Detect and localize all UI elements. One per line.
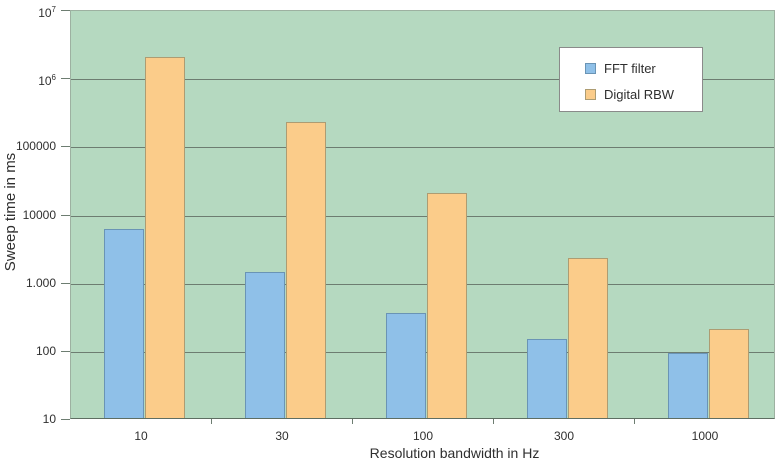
x-tick-label: 30 bbox=[275, 429, 289, 443]
y-tick-label: 100000 bbox=[15, 139, 56, 153]
legend-swatch-digital-rbw bbox=[585, 88, 596, 100]
y-tick-mark bbox=[61, 419, 70, 420]
y-gridline bbox=[71, 79, 774, 80]
y-gridline bbox=[71, 147, 774, 148]
exponent: 7 bbox=[51, 5, 56, 14]
y-tick-mark bbox=[61, 10, 70, 11]
y-tick-mark bbox=[61, 146, 70, 147]
y-tick-label: 10000 bbox=[22, 208, 56, 222]
y-tick-mark bbox=[61, 78, 70, 79]
legend-label: Digital RBW bbox=[604, 86, 675, 102]
legend-item: FFT filter bbox=[560, 55, 702, 81]
bar-fft-filter bbox=[668, 353, 708, 418]
bar-digital-rbw bbox=[568, 258, 608, 418]
x-axis-tick bbox=[211, 419, 212, 424]
y-tick-mark bbox=[61, 283, 70, 284]
bar-fft-filter bbox=[527, 339, 567, 418]
bar-digital-rbw bbox=[145, 57, 185, 418]
y-tick-label: 106 bbox=[38, 73, 56, 88]
exponent: 6 bbox=[51, 73, 56, 82]
y-gridline bbox=[71, 216, 774, 217]
x-tick-label: 300 bbox=[553, 429, 575, 443]
y-tick-mark bbox=[61, 215, 70, 216]
legend-label: FFT filter bbox=[604, 60, 656, 76]
x-tick-label: 10 bbox=[134, 429, 148, 443]
x-tick-label: 100 bbox=[412, 429, 434, 443]
legend-item: Digital RBW bbox=[560, 81, 702, 107]
y-tick-label: 1.000 bbox=[25, 276, 56, 290]
y-tick-label: 107 bbox=[38, 5, 56, 20]
y-tick-label: 100 bbox=[35, 344, 56, 358]
y-gridline bbox=[71, 284, 774, 285]
bar-digital-rbw bbox=[427, 193, 467, 418]
y-tick-label: 10 bbox=[42, 412, 56, 426]
x-axis-tick bbox=[634, 419, 635, 424]
legend: FFT filter Digital RBW bbox=[559, 47, 703, 112]
legend-swatch-fft-filter bbox=[585, 62, 596, 74]
y-tick-mark bbox=[61, 351, 70, 352]
x-axis-tick bbox=[352, 419, 353, 424]
bar-fft-filter bbox=[245, 272, 285, 418]
x-axis-title: Resolution bandwidth in Hz bbox=[369, 445, 540, 461]
bar-digital-rbw bbox=[286, 122, 326, 418]
bar-fft-filter bbox=[104, 229, 144, 418]
bar-digital-rbw bbox=[709, 329, 749, 418]
x-axis-tick bbox=[493, 419, 494, 424]
bar-fft-filter bbox=[386, 313, 426, 418]
x-tick-label: 1000 bbox=[691, 429, 719, 443]
